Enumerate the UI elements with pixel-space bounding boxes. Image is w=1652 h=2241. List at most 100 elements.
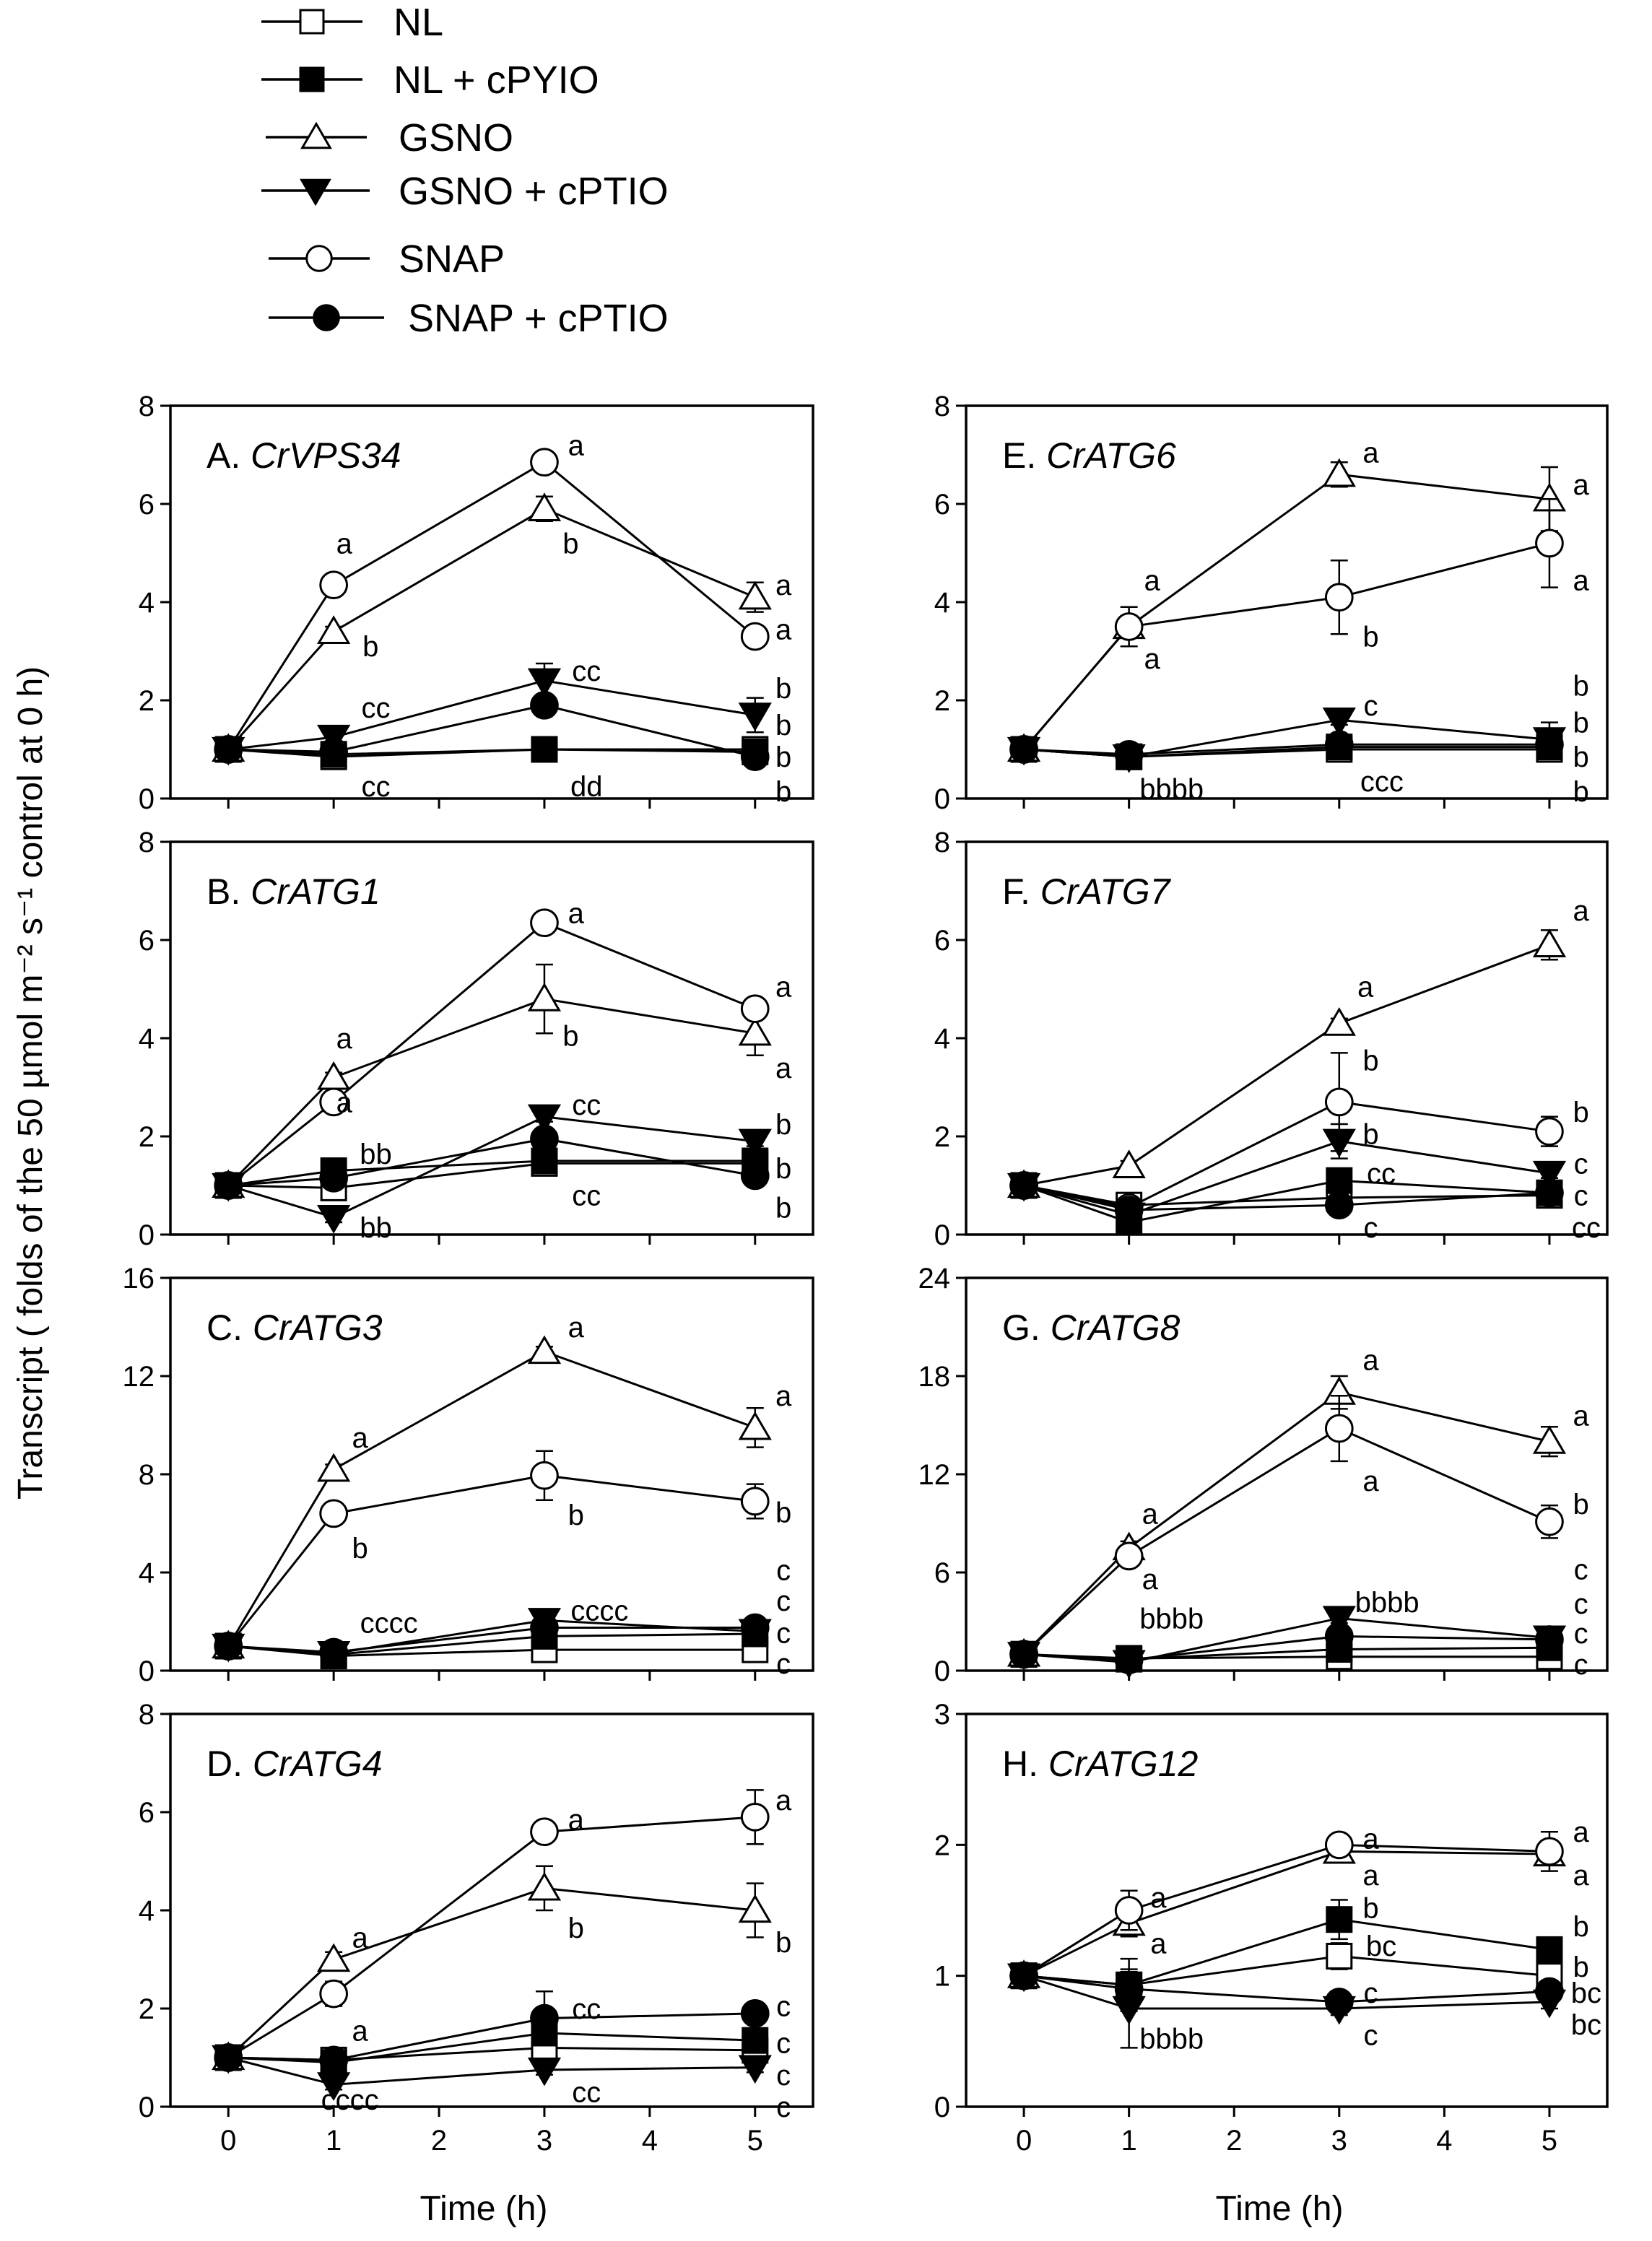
panel-title: C. CrATG3 <box>206 1307 383 1348</box>
significance-label: c <box>776 1648 791 1680</box>
y-tick-label: 2 <box>139 1993 155 2025</box>
significance-label: b <box>1573 671 1588 702</box>
series-line <box>1023 1184 1550 1211</box>
significance-label: a <box>1362 438 1379 469</box>
series-snap-cptio <box>214 690 770 772</box>
significance-label: bc <box>1366 1931 1396 1962</box>
significance-label: cc <box>572 1089 601 1121</box>
significance-label: b <box>568 1500 584 1531</box>
significance-label: c <box>1574 1180 1588 1212</box>
data-point <box>1324 1988 1354 2016</box>
series-line <box>1023 743 1549 756</box>
significance-label: cc <box>572 656 601 687</box>
data-point <box>317 1453 351 1482</box>
y-tick-label: 4 <box>139 1895 155 1927</box>
data-point <box>740 1998 770 2028</box>
significance-label: c <box>776 1585 791 1617</box>
y-tick-label: 16 <box>123 1263 155 1294</box>
data-point <box>317 1943 351 1972</box>
series-line <box>227 998 755 1187</box>
significance-label: a <box>352 1422 368 1454</box>
data-point <box>319 2045 349 2075</box>
series-line <box>228 1159 755 1187</box>
y-tick-label: 6 <box>139 489 155 521</box>
data-point <box>1114 612 1144 641</box>
data-point <box>317 615 351 644</box>
y-tick-label: 0 <box>934 1655 950 1687</box>
significance-label: a <box>1573 895 1589 927</box>
series-line <box>228 1162 755 1189</box>
x-axis-title-right: Time (h) <box>1216 2190 1344 2228</box>
legend-marker-nl-cpyio <box>299 66 325 92</box>
series-line <box>228 1137 756 1187</box>
significance-label: b <box>562 1021 578 1053</box>
y-tick-label: 8 <box>139 827 155 858</box>
legend-marker-nl <box>299 9 325 35</box>
significance-label: bb <box>360 1212 392 1244</box>
significance-label: a <box>336 1087 353 1118</box>
y-tick-label: 18 <box>918 1361 951 1393</box>
legend-item-gsno: GSNO <box>266 116 513 160</box>
legend-label: NL + cPYIO <box>394 58 599 102</box>
series-line <box>228 704 756 758</box>
series-line <box>228 2032 755 2064</box>
series-line <box>1023 944 1550 1187</box>
y-tick-label: 0 <box>139 1655 155 1687</box>
y-tick-label: 6 <box>934 489 950 521</box>
data-point <box>1112 1149 1146 1178</box>
significance-label: b <box>1573 708 1588 739</box>
data-point <box>319 1087 349 1117</box>
panel-letter: H. <box>1002 1744 1048 1784</box>
panel-gene: CrATG12 <box>1048 1744 1199 1784</box>
panel-letter: C. <box>206 1307 253 1348</box>
data-point <box>214 735 243 764</box>
data-point <box>1535 1117 1564 1146</box>
significance-label: a <box>352 2016 368 2048</box>
significance-label: cc <box>572 2077 601 2109</box>
significance-label: bc <box>1571 1977 1601 2009</box>
data-point <box>1532 928 1567 957</box>
series-line <box>228 2012 755 2061</box>
data-point <box>1326 1167 1353 1194</box>
y-tick-label: 4 <box>139 1557 155 1589</box>
panel-letter: A. <box>206 435 251 476</box>
significance-label: c <box>1363 1212 1378 1244</box>
data-point <box>1535 730 1564 760</box>
data-point <box>527 983 562 1011</box>
significance-label: c <box>1363 2019 1378 2051</box>
significance-label: b <box>775 1497 791 1529</box>
panel-letter: G. <box>1002 1307 1051 1348</box>
significance-label: a <box>1150 1928 1167 1959</box>
significance-label: a <box>1142 1498 1159 1530</box>
y-tick-label: 8 <box>934 827 950 858</box>
significance-label: b <box>1573 776 1588 808</box>
significance-label: cc <box>1572 1212 1601 1244</box>
data-point <box>740 742 770 772</box>
data-point <box>1535 1977 1564 2006</box>
data-point <box>214 1171 243 1200</box>
legend-item-gsno-cptio: GSNO + cPTIO <box>261 170 669 213</box>
x-tick-label: 5 <box>1542 2125 1557 2157</box>
y-tick-label: 2 <box>934 1829 950 1861</box>
data-point <box>1324 1830 1354 1860</box>
panel-title: E. CrATG6 <box>1002 435 1176 476</box>
y-tick-label: 0 <box>139 783 155 815</box>
data-point <box>1535 1837 1564 1866</box>
significance-label: a <box>775 1053 792 1084</box>
significance-label: a <box>1573 565 1589 596</box>
significance-label: a <box>336 528 353 560</box>
significance-label: a <box>568 1312 585 1344</box>
data-point <box>319 1163 349 1193</box>
y-tick-label: 24 <box>918 1263 951 1294</box>
significance-label: b <box>775 776 791 808</box>
significance-label: cccc <box>360 1608 418 1640</box>
series-line <box>227 1115 755 1219</box>
data-point <box>527 1335 562 1365</box>
significance-label: c <box>1363 1977 1378 2009</box>
significance-label: b <box>775 1927 791 1959</box>
